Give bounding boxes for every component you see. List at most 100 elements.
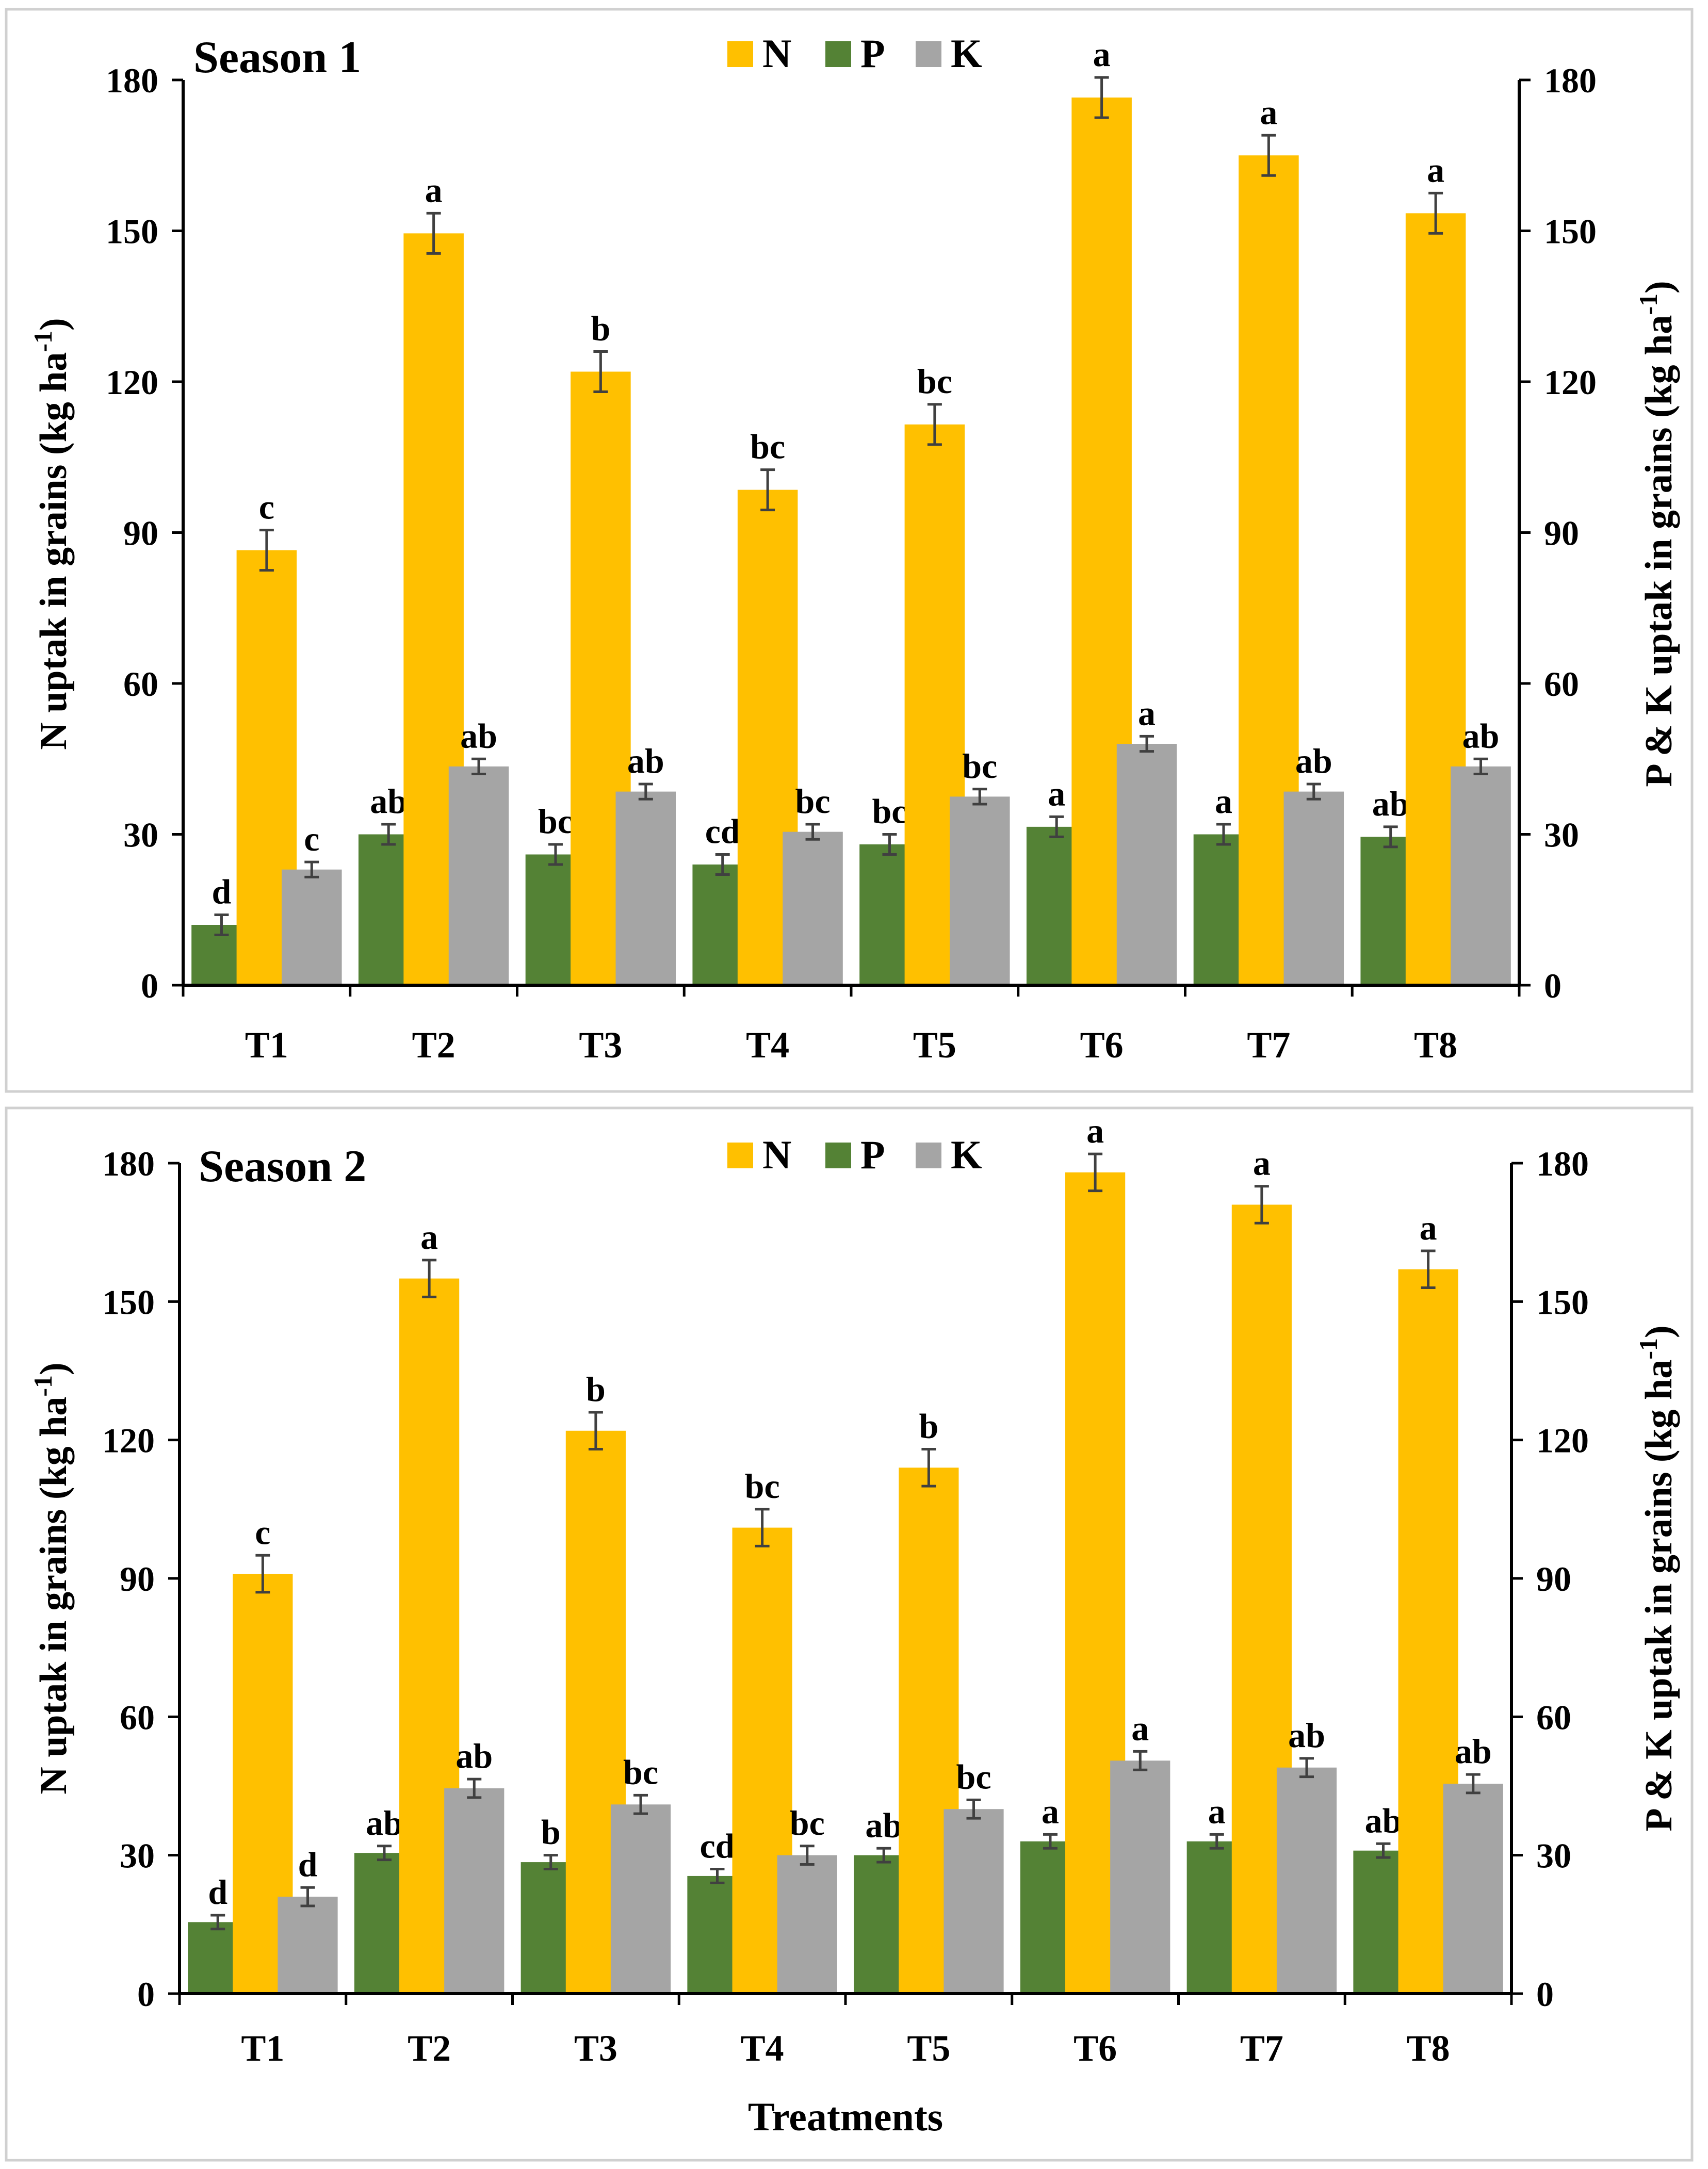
x-tick-label-T3: T3 — [579, 1024, 622, 1066]
x-tick-label-T7: T7 — [1240, 2028, 1283, 2069]
x-tick-label-T1: T1 — [241, 2028, 284, 2069]
significance-label-P-T2: ab — [366, 1803, 403, 1842]
bar-K-T1 — [282, 869, 342, 985]
y-tick-label-left-180: 180 — [106, 61, 158, 100]
y-axis-label-left-exponent: -1 — [28, 331, 57, 352]
y-tick-label-left-120: 120 — [106, 363, 158, 402]
legend-label-P: P — [860, 1132, 885, 1177]
bar-K-T2 — [448, 766, 509, 985]
y-axis-label-left: N uptak in grains (kg ha-1) — [28, 318, 75, 749]
y-tick-label-left-60: 60 — [120, 1698, 155, 1737]
y-tick-label-left-90: 90 — [123, 514, 158, 553]
significance-label-N-T5: bc — [917, 362, 952, 401]
significance-label-P-T5: bc — [872, 792, 907, 831]
significance-label-P-T2: ab — [370, 781, 407, 821]
significance-label-P-T7: a — [1208, 1791, 1226, 1831]
x-tick-label-T4: T4 — [741, 2028, 784, 2069]
significance-label-P-T5: ab — [865, 1805, 902, 1845]
x-tick-label-T6: T6 — [1080, 1024, 1124, 1066]
y-axis-label-right: P & K uptak in grains (kg ha-1) — [1634, 1325, 1680, 1831]
significance-label-N-T2: a — [425, 170, 443, 209]
y-tick-label-right-90: 90 — [1536, 1559, 1571, 1599]
x-tick-label-T2: T2 — [412, 1024, 456, 1066]
y-tick-label-left-30: 30 — [123, 816, 158, 855]
bar-K-T6 — [1116, 744, 1177, 985]
x-tick-label-T5: T5 — [913, 1024, 956, 1066]
bar-K-T1 — [278, 1897, 338, 1994]
y-tick-label-right-60: 60 — [1536, 1698, 1571, 1737]
significance-label-P-T3: bc — [538, 802, 573, 841]
significance-label-N-T1: c — [255, 1512, 270, 1552]
significance-label-K-T8: ab — [1462, 716, 1500, 755]
x-tick-label-T7: T7 — [1247, 1024, 1290, 1066]
y-axis-label-right-close: ) — [1638, 1325, 1680, 1338]
y-tick-label-right-0: 0 — [1536, 1975, 1554, 2014]
y-tick-label-left-0: 0 — [141, 966, 158, 1005]
legend-label-N: N — [762, 1132, 791, 1177]
significance-label-N-T4: bc — [745, 1466, 780, 1506]
significance-label-K-T5: bc — [962, 746, 997, 786]
y-tick-label-right-180: 180 — [1544, 61, 1597, 100]
significance-label-P-T1: d — [208, 1872, 227, 1912]
y-tick-label-right-180: 180 — [1536, 1144, 1589, 1183]
significance-label-N-T2: a — [420, 1217, 438, 1257]
y-axis-label-left: N uptak in grains (kg ha-1) — [28, 1362, 75, 1794]
significance-label-N-T3: b — [586, 1369, 606, 1409]
significance-label-K-T1: d — [298, 1845, 318, 1884]
bar-K-T3 — [615, 791, 676, 985]
chart-title: Season 2 — [199, 1141, 366, 1192]
legend-swatch-N — [727, 1143, 753, 1168]
significance-label-N-T5: b — [919, 1407, 938, 1446]
y-axis-label-left-close: ) — [32, 1362, 75, 1375]
y-axis-label-right-close: ) — [1638, 281, 1680, 293]
y-axis-label-right-exponent: -1 — [1634, 293, 1663, 315]
significance-label-P-T8: ab — [1365, 1801, 1402, 1840]
significance-label-N-T8: a — [1420, 1208, 1437, 1247]
bar-K-T2 — [444, 1788, 505, 1994]
significance-label-K-T6: a — [1131, 1708, 1149, 1748]
bar-K-T5 — [944, 1809, 1004, 1994]
y-tick-label-right-60: 60 — [1544, 664, 1579, 704]
y-tick-label-left-60: 60 — [123, 664, 158, 704]
significance-label-K-T5: bc — [956, 1757, 991, 1796]
significance-label-P-T6: a — [1048, 774, 1065, 813]
legend-label-P: P — [860, 31, 885, 76]
significance-label-K-T1: c — [304, 819, 319, 858]
x-axis-label: Treatments — [748, 2094, 943, 2139]
y-axis-label-right: P & K uptak in grains (kg ha-1) — [1634, 281, 1680, 787]
y-tick-label-right-150: 150 — [1536, 1282, 1589, 1322]
y-axis-label-right-exponent: -1 — [1634, 1338, 1663, 1360]
x-tick-label-T5: T5 — [907, 2028, 950, 2069]
significance-label-P-T3: b — [541, 1813, 561, 1852]
y-axis-label-left-exponent: -1 — [28, 1375, 57, 1397]
y-axis-label-right-main: P & K uptak in grains (kg ha — [1638, 315, 1680, 787]
y-tick-label-left-0: 0 — [137, 1975, 155, 2014]
legend-label-K: K — [951, 31, 982, 76]
significance-label-K-T8: ab — [1455, 1732, 1492, 1771]
y-axis-label-left-main: N uptak in grains (kg ha — [32, 1397, 75, 1795]
legend-swatch-K — [916, 41, 941, 67]
legend-swatch-P — [825, 41, 851, 67]
legend-swatch-P — [825, 1143, 851, 1168]
significance-label-N-T6: a — [1086, 1111, 1104, 1150]
significance-label-N-T8: a — [1427, 150, 1444, 189]
significance-label-N-T1: c — [259, 487, 274, 527]
bar-K-T5 — [950, 796, 1010, 985]
x-tick-label-T3: T3 — [574, 2028, 617, 2069]
bar-K-T3 — [610, 1804, 671, 1994]
chart-title: Season 1 — [193, 32, 361, 83]
bar-K-T6 — [1110, 1760, 1170, 1994]
y-tick-label-right-30: 30 — [1536, 1836, 1571, 1876]
significance-label-K-T7: ab — [1295, 741, 1332, 780]
x-tick-label-T4: T4 — [746, 1024, 789, 1066]
x-tick-label-T2: T2 — [408, 2028, 451, 2069]
x-tick-label-T1: T1 — [245, 1024, 288, 1066]
legend-swatch-K — [916, 1143, 941, 1168]
bar-K-T8 — [1443, 1784, 1503, 1994]
y-tick-label-left-120: 120 — [102, 1421, 155, 1460]
y-tick-label-right-120: 120 — [1536, 1421, 1589, 1460]
significance-label-P-T8: ab — [1372, 784, 1409, 823]
